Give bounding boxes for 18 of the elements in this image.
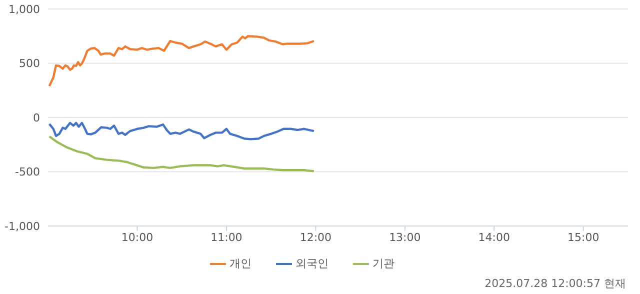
x-tick-label: 10:00 (121, 230, 154, 244)
y-tick-label: -1,000 (4, 220, 40, 233)
y-tick-label: 1,000 (8, 2, 40, 16)
line-series (48, 35, 316, 88)
legend-label: 외국인 (296, 257, 328, 270)
y-tick-label: 500 (19, 57, 40, 70)
y-tick-label: 0 (33, 111, 40, 124)
x-tick-label: 13:00 (389, 230, 421, 244)
line-series (48, 135, 316, 172)
y-tick-label: -500 (15, 166, 40, 179)
line-series (48, 122, 316, 140)
x-tick-label: 11:00 (210, 230, 242, 244)
x-tick-label: 15:00 (568, 230, 600, 244)
legend-label: 개인 (230, 257, 252, 270)
text: 2025.07.28 12:00:57 현재 (484, 276, 626, 291)
x-tick-label: 14:00 (478, 230, 510, 244)
x-tick-label: 12:00 (300, 230, 332, 244)
legend-label: 기관 (372, 257, 394, 270)
